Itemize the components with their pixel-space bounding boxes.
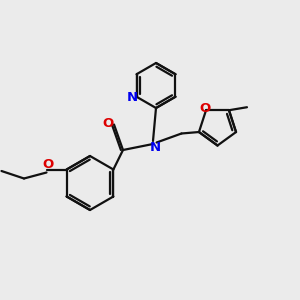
Text: O: O [199, 102, 210, 115]
Text: N: N [127, 91, 138, 104]
Text: O: O [102, 116, 114, 130]
Text: O: O [42, 158, 54, 172]
Text: N: N [150, 141, 161, 154]
